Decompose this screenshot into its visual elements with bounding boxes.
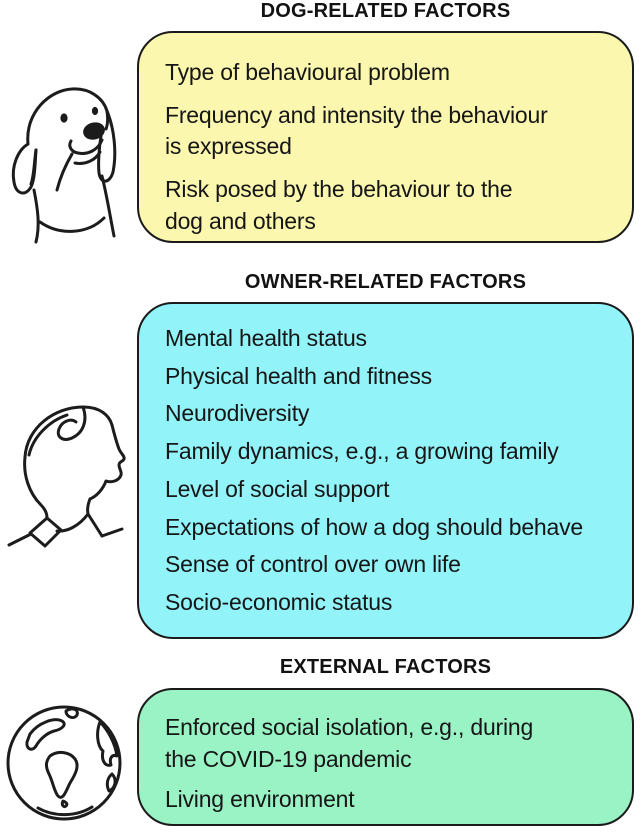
factor-item: Family dynamics, e.g., a growing family [165,438,559,465]
factor-item: Type of behavioural problem [165,59,450,85]
external-factors-list: Enforced social isolation, e.g., during … [165,712,622,816]
section-title-external: EXTERNAL FACTORS [279,656,492,678]
factor-item: Risk posed by the behaviour to the dog a… [165,176,513,234]
factor-item: Level of social support [165,475,390,502]
dog-factors-box: Type of behavioural problem Frequency and… [137,31,634,243]
factor-item: Socio-economic status [165,589,393,616]
section-title-dog-related: DOG-RELATED FACTORS [260,0,511,22]
factor-item: Frequency and intensity the behaviour is… [165,101,548,160]
factor-item: Expectations of how a dog should behave [165,513,584,540]
factor-item: Physical health and fitness [165,362,432,389]
globe-icon [4,696,126,830]
factor-item: Enforced social isolation, e.g., during … [165,714,534,772]
dog-factors-list: Type of behavioural problem Frequency and… [165,57,622,238]
factor-item: Sense of control over own life [165,551,461,578]
factor-item: Living environment [165,786,355,813]
factor-item: Mental health status [165,325,367,351]
factor-item: Neurodiversity [165,400,310,427]
external-factors-box: Enforced social isolation, e.g., during … [137,688,634,826]
owner-factors-list: Mental health status Physical health and … [165,323,622,619]
dog-icon [10,84,122,250]
section-title-owner-related: OWNER-RELATED FACTORS [244,271,527,293]
person-icon [5,395,130,550]
owner-factors-box: Mental health status Physical health and … [137,302,634,639]
